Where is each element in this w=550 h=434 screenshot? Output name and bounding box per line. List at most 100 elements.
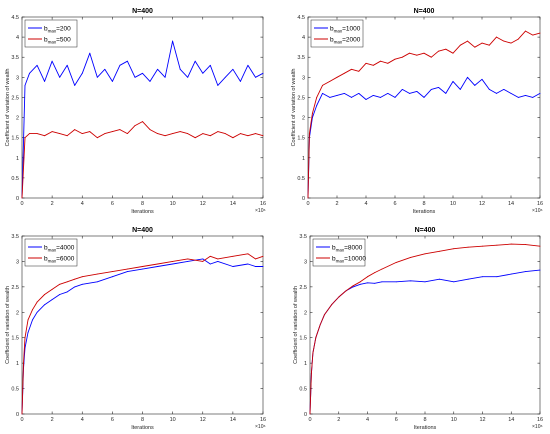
- data-point: [202, 260, 204, 262]
- x-tick-label: 8: [423, 417, 426, 423]
- data-point: [142, 121, 143, 123]
- data-point: [517, 38, 519, 40]
- series-line-2: [21, 121, 264, 199]
- data-point: [232, 137, 234, 139]
- data-point: [387, 92, 389, 94]
- data-point: [104, 133, 106, 135]
- legend: bmax=8000 bmax=10000: [312, 238, 366, 267]
- data-point: [496, 36, 497, 38]
- x-tick-label: 14: [508, 417, 514, 423]
- data-point: [172, 133, 174, 135]
- data-point: [416, 90, 418, 92]
- y-tick-label: 1.5: [11, 136, 19, 142]
- data-point: [409, 52, 410, 54]
- data-point: [247, 135, 249, 137]
- data-point: [430, 56, 432, 58]
- data-point: [395, 281, 397, 283]
- y-tick-label: 0.5: [299, 387, 307, 393]
- data-point: [224, 76, 226, 78]
- y-tick-label: 0: [16, 196, 19, 202]
- data-point: [247, 64, 249, 66]
- data-point: [126, 271, 128, 273]
- x-tick-label: 0: [308, 417, 311, 423]
- data-point: [438, 50, 439, 52]
- data-point: [44, 135, 46, 137]
- data-point: [338, 296, 340, 298]
- y-tick-label: 2.5: [297, 95, 305, 101]
- data-point: [119, 129, 121, 131]
- data-point: [81, 72, 83, 74]
- data-point: [336, 76, 338, 78]
- data-point: [104, 68, 106, 70]
- data-point: [59, 76, 61, 78]
- data-point: [367, 282, 368, 284]
- data-point: [247, 253, 249, 255]
- x-tick-label: 16: [537, 201, 543, 207]
- data-point: [187, 258, 189, 260]
- data-point: [358, 92, 360, 94]
- y-tick-label: 0.5: [297, 176, 305, 182]
- legend-box: [24, 238, 78, 267]
- y-tick-label: 0: [304, 412, 307, 418]
- data-point: [343, 72, 345, 74]
- data-point: [343, 92, 345, 94]
- data-point: [81, 276, 83, 278]
- data-point: [331, 304, 333, 306]
- data-point: [36, 64, 38, 66]
- data-point: [401, 56, 403, 58]
- data-point: [66, 135, 68, 137]
- y-tick-label: 2: [304, 310, 307, 316]
- legend-box: [312, 238, 366, 267]
- y-tick-label: 0.5: [11, 387, 19, 393]
- x-tick-label: 10: [451, 417, 457, 423]
- data-point: [316, 96, 318, 98]
- y-axis-label: Coefficient of variation of wealth: [5, 286, 11, 364]
- data-point: [322, 84, 323, 86]
- data-point: [481, 42, 483, 44]
- data-point: [345, 290, 347, 292]
- data-point: [111, 131, 113, 133]
- data-point: [351, 68, 352, 70]
- data-point: [452, 52, 454, 54]
- data-point: [311, 113, 313, 114]
- x-tick-label: 14: [230, 201, 236, 207]
- data-point: [142, 72, 143, 74]
- data-point: [232, 68, 234, 70]
- x-tick-label: 16: [260, 201, 266, 207]
- data-point: [481, 78, 483, 80]
- y-axis-label: Coefficient of variation of wealth: [293, 286, 299, 364]
- y-tick-label: 3: [302, 75, 305, 81]
- data-point: [510, 92, 512, 94]
- y-tick-label: 3.5: [299, 234, 307, 240]
- x-tick-label: 8: [141, 417, 144, 423]
- data-point: [381, 268, 383, 270]
- data-point: [111, 80, 113, 82]
- data-point: [96, 281, 98, 283]
- legend-entry: bmax=6000: [44, 256, 75, 264]
- y-tick-label: 2: [302, 116, 305, 122]
- data-point: [262, 255, 264, 257]
- y-tick-label: 4.5: [297, 15, 305, 21]
- x-tick-label: 6: [393, 201, 396, 207]
- data-point: [239, 133, 241, 135]
- x-exponent-label: ×10⁶: [255, 208, 266, 214]
- data-point: [401, 88, 403, 90]
- x-tick-label: 2: [51, 417, 54, 423]
- x-tick-label: 0: [306, 201, 309, 207]
- data-point: [172, 40, 174, 42]
- data-point: [496, 276, 498, 278]
- legend-entry: bmax=4000: [44, 245, 75, 253]
- data-point: [224, 133, 226, 135]
- x-exponent-label: ×10⁶: [255, 424, 266, 430]
- data-point: [322, 92, 323, 94]
- data-point: [24, 337, 26, 339]
- data-point: [36, 301, 38, 303]
- x-tick-label: 10: [450, 201, 456, 207]
- chart-title: N=400: [132, 227, 153, 234]
- data-point: [202, 72, 204, 74]
- data-point: [329, 80, 331, 82]
- data-point: [309, 413, 311, 415]
- data-point: [351, 96, 352, 98]
- data-point: [374, 282, 376, 284]
